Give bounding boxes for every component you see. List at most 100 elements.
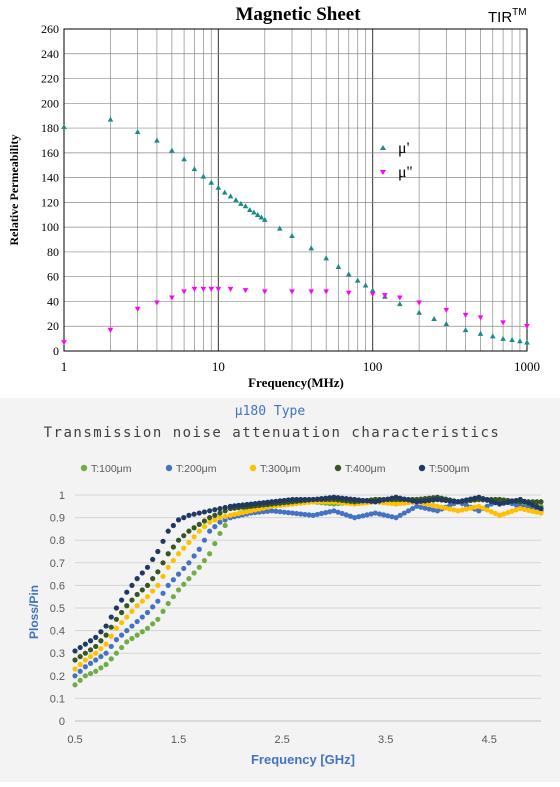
data-point — [393, 494, 399, 500]
data-point — [496, 501, 503, 507]
data-point — [426, 506, 432, 512]
data-point — [492, 510, 499, 517]
axis-ticks: 0 0.1 0.2 0.3 0.4 0.5 0.6 0.7 0.8 0.9 1 0.5 1.5 2.5 3.… — [50, 490, 497, 746]
data-point — [217, 515, 223, 521]
data-point — [165, 564, 171, 570]
y-tick-label: 0.8 — [50, 535, 65, 547]
data-point — [244, 509, 250, 515]
data-point — [517, 505, 523, 512]
data-point — [397, 301, 403, 307]
data-point — [256, 500, 262, 506]
data-point — [175, 551, 182, 557]
data-point — [513, 497, 519, 504]
data-point — [212, 512, 218, 518]
data-point — [207, 519, 213, 525]
data-point — [124, 589, 130, 595]
data-point — [82, 657, 88, 663]
data-point — [222, 513, 228, 520]
data-point — [196, 528, 202, 534]
y-tick-label: 0 — [59, 716, 65, 728]
data-point — [443, 497, 449, 504]
data-point — [339, 495, 345, 501]
magnetic-sheet-chart-panel: 1 10 100 1000 0 20 40 60 80 100 120 140 160 180 200 220… — [7, 4, 540, 390]
data-point — [103, 650, 109, 656]
data-point — [368, 511, 374, 517]
data-point — [160, 538, 166, 544]
data-point — [397, 295, 403, 301]
plot-grid — [75, 494, 541, 722]
legend-item: T:400μm — [334, 463, 386, 475]
data-point — [509, 337, 515, 343]
data-point — [323, 510, 329, 516]
data-point — [438, 504, 445, 510]
data-point — [181, 533, 187, 539]
data-point — [134, 618, 140, 625]
data-point — [431, 316, 437, 321]
data-point — [186, 539, 192, 546]
data-point — [124, 614, 130, 620]
data-point — [393, 501, 399, 507]
y-tick-label: 0.9 — [50, 513, 65, 525]
chart-title: μ180 Type — [235, 404, 306, 419]
data-point — [500, 335, 506, 341]
data-point — [191, 570, 197, 576]
data-point — [524, 339, 530, 345]
data-point — [509, 498, 515, 504]
data-point — [108, 614, 114, 620]
data-point — [119, 597, 125, 603]
y-tick-label: 1 — [59, 490, 65, 502]
data-point — [492, 500, 499, 506]
y-tick-label: 0.2 — [50, 671, 65, 683]
legend-marker — [80, 464, 88, 472]
data-point — [186, 560, 192, 566]
data-point — [134, 591, 140, 598]
data-point — [380, 512, 387, 518]
data-point — [521, 506, 528, 513]
data-point — [401, 500, 407, 506]
data-point — [281, 497, 287, 504]
data-point — [222, 504, 228, 511]
data-point — [87, 653, 94, 660]
brand-logo: TIRTM — [488, 7, 527, 26]
data-point — [87, 670, 94, 677]
data-point — [77, 661, 83, 668]
data-point — [472, 495, 478, 501]
data-point — [240, 502, 246, 508]
data-point — [289, 496, 296, 503]
data-point — [345, 271, 352, 277]
data-point — [308, 245, 315, 251]
data-point — [376, 511, 383, 517]
data-point — [134, 632, 140, 638]
y-tick-label: 0.3 — [50, 648, 65, 660]
data-point — [201, 557, 208, 564]
data-point — [364, 512, 370, 518]
data-point — [191, 511, 197, 517]
data-point — [256, 506, 262, 512]
data-point — [212, 540, 218, 547]
data-point — [169, 295, 175, 301]
data-point — [139, 629, 145, 635]
data-point — [306, 496, 312, 503]
chart-subtitle: Transmission noise attenuation character… — [44, 425, 501, 441]
data-point — [231, 503, 238, 509]
data-point — [175, 517, 182, 523]
data-point — [530, 508, 536, 514]
data-point — [418, 498, 424, 504]
data-point — [170, 557, 176, 564]
data-point — [382, 293, 388, 299]
data-point — [277, 498, 283, 504]
data-point — [113, 637, 120, 643]
data-point — [339, 510, 345, 517]
data-point — [360, 497, 366, 504]
data-point — [170, 577, 176, 583]
data-point — [103, 641, 109, 647]
data-point — [276, 225, 283, 231]
data-point — [252, 507, 258, 513]
data-point — [393, 515, 399, 521]
data-point — [72, 682, 78, 688]
data-point — [385, 500, 391, 506]
legend-marker — [165, 464, 173, 472]
data-point — [356, 514, 362, 520]
data-point — [352, 515, 358, 521]
data-point — [155, 569, 161, 575]
